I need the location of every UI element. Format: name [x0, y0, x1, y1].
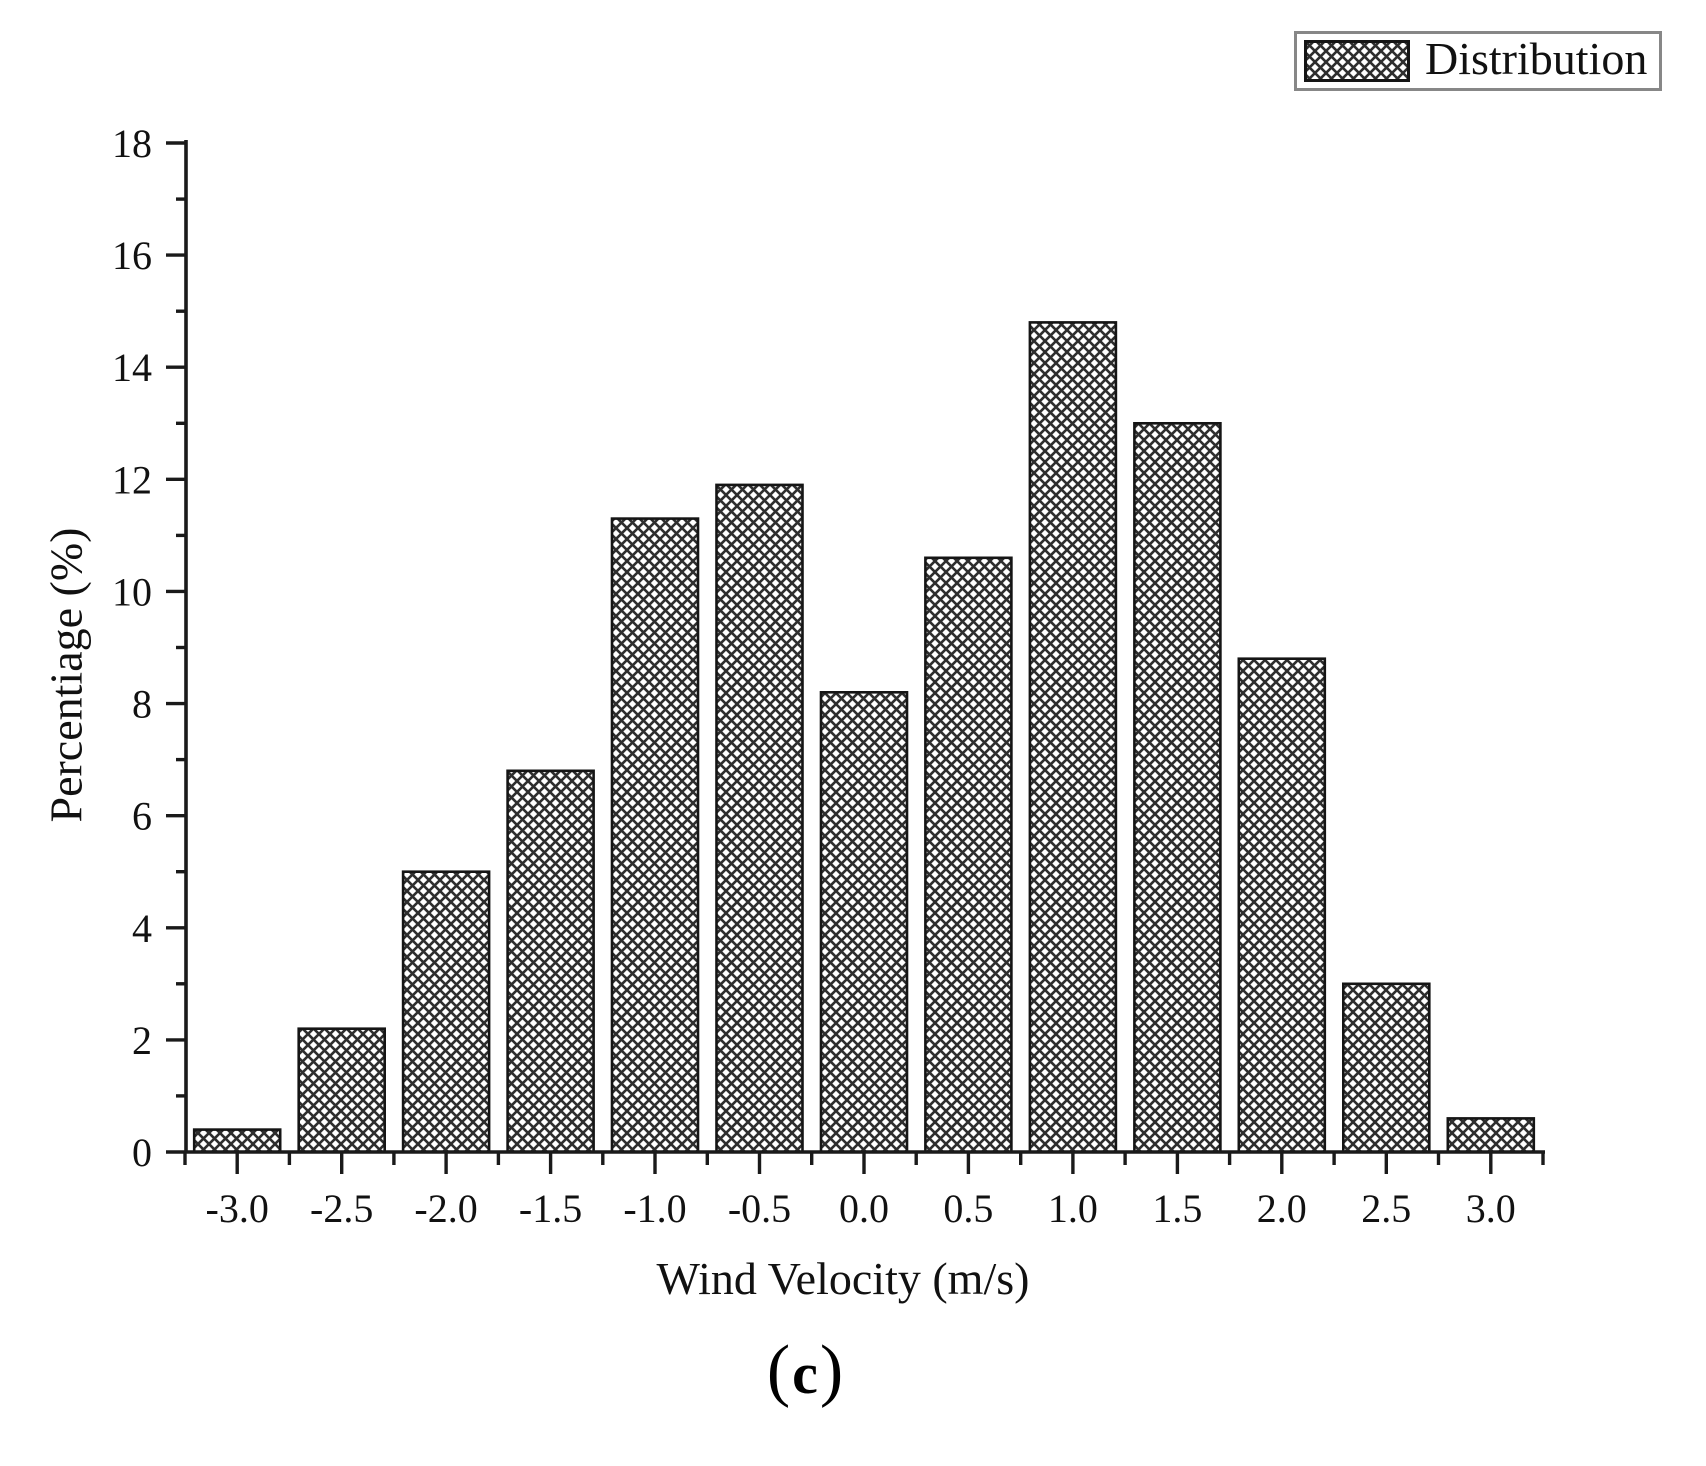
y-tick-label: 16	[112, 233, 152, 278]
bar-2.0	[1237, 657, 1327, 1154]
bar-0.0	[819, 690, 909, 1154]
x-tick-label: -0.5	[728, 1186, 791, 1231]
bar-2.5	[1342, 982, 1431, 1154]
x-tick-label: 2.5	[1361, 1186, 1411, 1231]
bar--2.0	[401, 870, 491, 1154]
bar--0.5	[715, 483, 804, 1154]
bar-1.0	[1028, 321, 1118, 1154]
x-tick-label: -1.0	[623, 1186, 686, 1231]
x-tick-label: -2.5	[310, 1186, 373, 1231]
y-tick-label: 6	[132, 794, 152, 839]
bar--1.5	[506, 769, 595, 1154]
x-tick-label: 3.0	[1466, 1186, 1516, 1231]
tick-labels-group: -3.0 -2.5 -2.0 -1.5 -1.0 -0.5 0.0 0.5 1.0 1.5 2.0 2…	[112, 121, 1516, 1231]
x-tick-label: -3.0	[206, 1186, 269, 1231]
bar-3.0	[1446, 1117, 1536, 1154]
y-tick-label: 18	[112, 121, 152, 166]
x-tick-label: -1.5	[519, 1186, 582, 1231]
bar-0.5	[924, 556, 1013, 1154]
caption-letter: c	[792, 1341, 818, 1406]
x-axis-title: Wind Velocity (m/s)	[656, 1253, 1030, 1304]
caption-open-paren: (	[766, 1332, 791, 1409]
x-tick-label: 0.5	[943, 1186, 993, 1231]
bar--3.0	[192, 1128, 282, 1154]
legend: Distribution	[1294, 31, 1662, 91]
y-tick-label: 4	[132, 906, 152, 951]
y-tick-label: 10	[112, 569, 152, 614]
y-axis-title: Percentiage (%)	[40, 527, 92, 823]
caption-close-paren: )	[819, 1332, 844, 1409]
x-tick-label: 1.5	[1152, 1186, 1202, 1231]
y-tick-label: 8	[132, 682, 152, 727]
x-tick-label: 0.0	[839, 1186, 889, 1231]
legend-label: Distribution	[1425, 33, 1648, 84]
bar--2.5	[297, 1027, 387, 1154]
y-tick-label: 0	[132, 1130, 152, 1175]
bar-1.5	[1133, 421, 1222, 1154]
figure-caption: ( c )	[767, 1336, 843, 1406]
ticks-group	[166, 141, 1545, 1174]
y-tick-label: 14	[112, 345, 152, 390]
y-tick-label: 2	[132, 1018, 152, 1063]
bar--1.0	[610, 517, 700, 1154]
x-tick-label: 1.0	[1048, 1186, 1098, 1231]
x-tick-label: 2.0	[1257, 1186, 1307, 1231]
y-tick-label: 12	[112, 457, 152, 502]
x-tick-label: -2.0	[414, 1186, 477, 1231]
legend-swatch-crosshatch	[1304, 40, 1410, 82]
bars-group	[192, 321, 1536, 1154]
